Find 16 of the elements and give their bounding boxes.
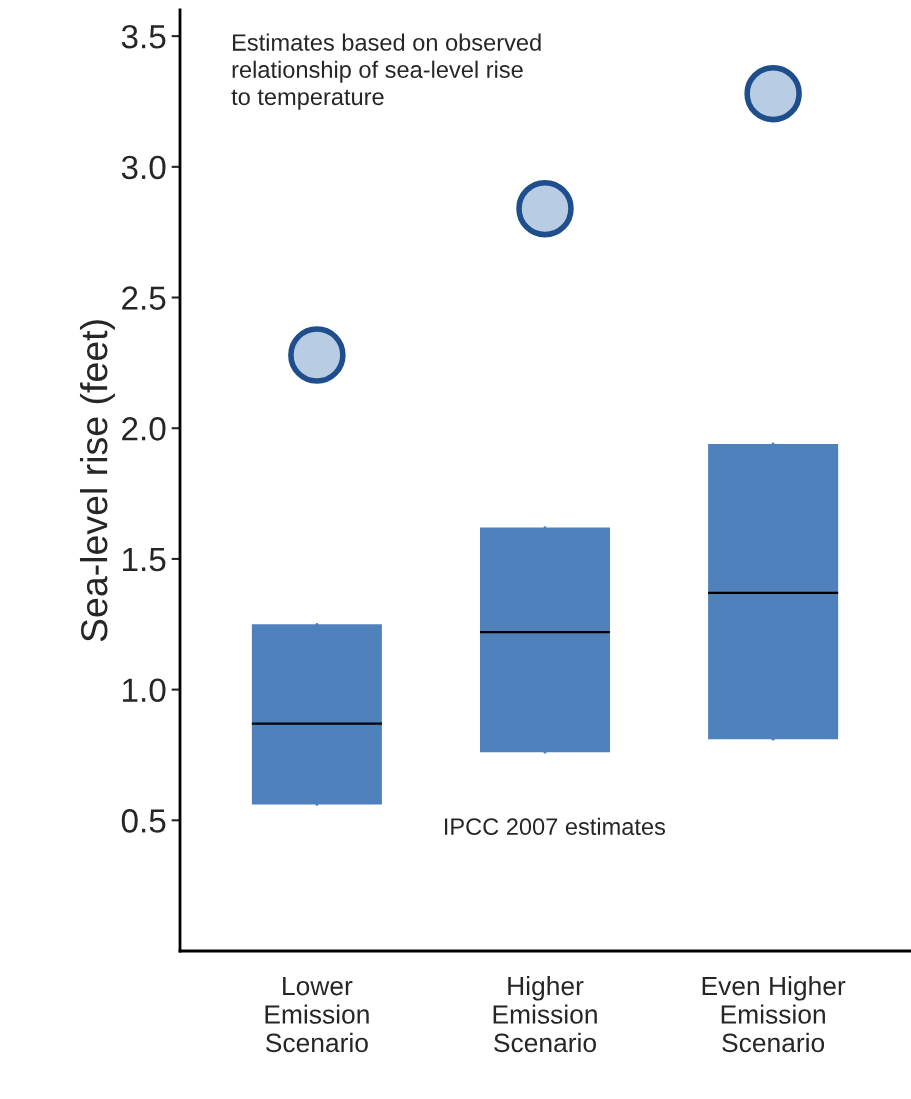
- y-tick-label: 1.5: [123, 548, 166, 572]
- x-tick-label: Even Higher Emission Scenario: [702, 976, 846, 1053]
- point: [288, 326, 346, 384]
- y-tick-label: 1.0: [123, 678, 166, 703]
- y-tick-label: 3.0: [121, 155, 166, 180]
- x-tick-label: Higher Emission Scenario: [493, 976, 597, 1053]
- y-axis-title: Sea-level rise (feet): [79, 320, 115, 642]
- annotation: IPCC 2007 estimates: [444, 817, 666, 836]
- x-tick-label: Lower Emission Scenario: [265, 976, 369, 1053]
- y-tick-label: 2.0: [122, 417, 166, 441]
- y-tick-label: 2.5: [122, 286, 166, 310]
- y-tick-label: 0.5: [121, 809, 166, 833]
- point: [744, 64, 802, 123]
- point: [516, 179, 574, 238]
- annotation: Estimates based on observed relationship of sea-level rise to temperature: [231, 33, 541, 110]
- y-tick-label: 3.5: [121, 24, 166, 49]
